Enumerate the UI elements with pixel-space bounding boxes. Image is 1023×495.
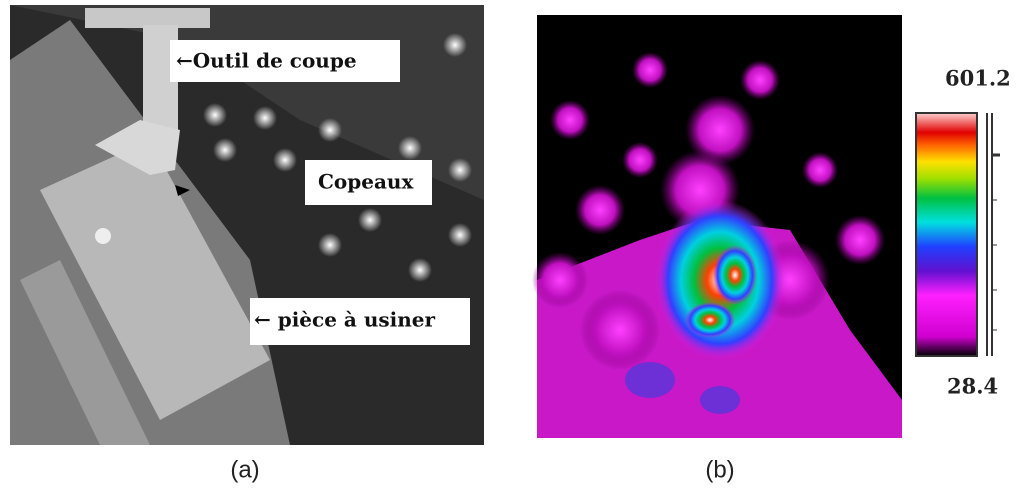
colorbar-min: 28.4 [947, 374, 998, 399]
colorbar-max: 601.2 [945, 66, 1011, 91]
photo-a: ←Outil de coupe Copeaux ← pièce à usiner [10, 5, 484, 445]
caption-b: (b) [705, 456, 734, 483]
label-tool: ←Outil de coupe [176, 49, 357, 73]
thermal-b [532, 15, 902, 438]
label-chips: Copeaux [318, 170, 414, 194]
caption-a: (a) [230, 456, 259, 483]
colorbar: 601.2 28.4 [916, 66, 1011, 399]
label-workpiece: ← pièce à usiner [254, 308, 435, 332]
figure: ←Outil de coupe Copeaux ← pièce à usiner… [0, 0, 1023, 495]
